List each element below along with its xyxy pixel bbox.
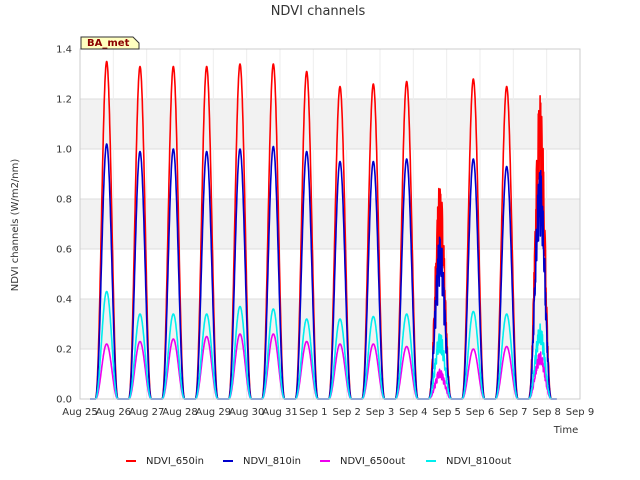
y-tick-label: 0.6 — [56, 245, 72, 256]
x-tick-label: Aug 30 — [229, 407, 264, 418]
x-tick-label: Aug 25 — [62, 407, 97, 418]
legend-label: NDVI_650in — [146, 456, 204, 467]
x-tick-label: Sep 7 — [499, 407, 527, 418]
y-tick-label: 0.0 — [56, 395, 72, 406]
x-tick-label: Sep 4 — [399, 407, 427, 418]
chart-title: NDVI channels — [271, 4, 366, 19]
series-line-ndvi-810in — [89, 143, 558, 400]
x-axis-title: Time — [553, 425, 578, 436]
badge-background — [80, 36, 140, 50]
y-axis-ticks: 0.0 0.2 0.4 0.6 0.8 1.0 1.2 1.4 — [56, 45, 72, 406]
x-tick-label: Sep 1 — [299, 407, 327, 418]
y-axis-title: NDVI channels (W/m2/nm) — [10, 159, 21, 292]
legend-label: NDVI_810out — [446, 456, 511, 467]
x-tick-label: Sep 8 — [532, 407, 560, 418]
x-tick-label: Sep 6 — [466, 407, 494, 418]
y-tick-label: 1.4 — [56, 45, 72, 56]
x-tick-label: Aug 27 — [129, 407, 164, 418]
site-badge: BA_met — [80, 36, 140, 50]
badge-label: BA_met — [87, 38, 130, 49]
x-tick-label: Sep 9 — [566, 407, 594, 418]
x-tick-label: Sep 3 — [366, 407, 394, 418]
band — [80, 199, 580, 249]
x-tick-label: Aug 29 — [196, 407, 231, 418]
plot-frame — [79, 48, 581, 400]
band — [80, 99, 580, 149]
x-tick-label: Sep 2 — [332, 407, 360, 418]
legend: NDVI_650in NDVI_810in NDVI_650out NDVI_810o… — [126, 456, 511, 467]
x-tick-label: Aug 28 — [162, 407, 197, 418]
x-tick-label: Aug 26 — [96, 407, 131, 418]
y-tick-label: 0.2 — [56, 345, 72, 356]
x-tick-label: Aug 31 — [262, 407, 297, 418]
y-tick-label: 0.4 — [56, 295, 72, 306]
y-tick-label: 1.2 — [56, 95, 72, 106]
y-tick-label: 0.8 — [56, 195, 72, 206]
band — [80, 299, 580, 349]
legend-label: NDVI_810in — [243, 456, 301, 467]
legend-label: NDVI_650out — [340, 456, 405, 467]
y-tick-label: 1.0 — [56, 145, 72, 156]
background-bands — [80, 99, 580, 349]
x-tick-label: Sep 5 — [432, 407, 460, 418]
